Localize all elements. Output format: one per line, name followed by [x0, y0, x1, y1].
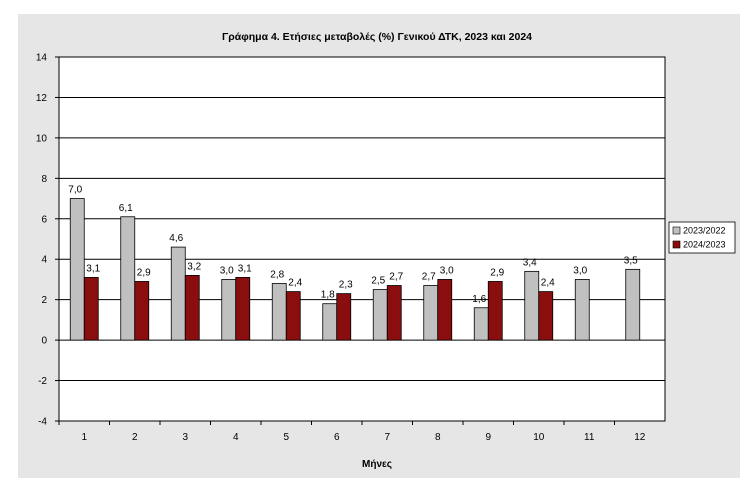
data-label: 2,3 — [339, 280, 353, 291]
legend-label-2024-2023: 2024/2023 — [683, 240, 726, 250]
bar-2024-2023-month-8 — [437, 279, 453, 341]
bar-2023-2022-month-6 — [322, 303, 338, 341]
data-label: 3,1 — [86, 263, 100, 274]
legend-swatch-2024-2023 — [672, 240, 681, 249]
data-label: 3,0 — [440, 265, 454, 276]
data-label: 6,1 — [119, 203, 133, 214]
bar-2023-2022-month-8 — [423, 285, 439, 341]
bar-2024-2023-month-5 — [285, 291, 301, 341]
x-tick-label: 12 — [634, 432, 646, 443]
data-label: 2,7 — [422, 272, 436, 283]
data-label: 2,9 — [490, 267, 504, 278]
plot-area — [58, 56, 666, 422]
data-label: 2,8 — [270, 269, 284, 280]
gridlines — [59, 56, 665, 422]
data-label: 1,6 — [472, 294, 486, 305]
y-tick-label: 0 — [41, 336, 47, 347]
y-tick-label: 4 — [41, 255, 47, 266]
bar-2023-2022-month-11 — [574, 279, 590, 341]
x-tick-label: 10 — [533, 432, 545, 443]
bar-2024-2023-month-6 — [336, 293, 352, 341]
data-label: 3,4 — [523, 257, 537, 268]
data-label: 2,4 — [288, 278, 302, 289]
data-label: 3,2 — [187, 261, 201, 272]
y-tick-label: 14 — [36, 53, 48, 64]
x-tick-label: 7 — [384, 432, 390, 443]
x-tick-label: 11 — [584, 432, 595, 443]
bar-2023-2022-month-3 — [170, 246, 186, 341]
bar-2023-2022-month-9 — [473, 307, 489, 341]
chart-title: Γράφημα 4. Ετήσιες μεταβολές (%) Γενικού… — [222, 31, 532, 43]
x-tick-label: 8 — [435, 432, 441, 443]
bar-2023-2022-month-2 — [120, 216, 136, 341]
bar-2024-2023-month-2 — [134, 281, 150, 341]
data-label: 2,4 — [541, 278, 555, 289]
x-tick-label: 3 — [182, 432, 188, 443]
bar-2024-2023-month-1 — [83, 277, 99, 341]
bar-2023-2022-month-7 — [372, 289, 388, 341]
y-tick-label: 12 — [36, 93, 48, 104]
bar-2023-2022-month-10 — [524, 270, 540, 341]
data-label: 3,0 — [573, 265, 587, 276]
data-label: 1,8 — [321, 290, 335, 301]
x-tick-label: 1 — [81, 432, 87, 443]
y-tick-label: 6 — [41, 214, 47, 225]
x-tick-label: 9 — [485, 432, 491, 443]
x-tick-label: 5 — [283, 432, 289, 443]
bar-2024-2023-month-10 — [538, 291, 554, 341]
x-tick-label: 4 — [233, 432, 239, 443]
x-tick-label: 6 — [334, 432, 340, 443]
data-label: 2,9 — [137, 267, 151, 278]
legend: 2023/2022 2024/2023 — [668, 221, 736, 254]
x-axis-tick-labels: 1 2 3 4 5 6 7 8 9 10 11 12 — [58, 421, 646, 443]
data-labels: 7,0 3,1 6,1 2,9 4,6 3,2 3,0 3,1 2,8 2,4 1,8 2,3 2,5 2… — [68, 185, 638, 305]
data-label: 3,5 — [624, 255, 638, 266]
y-axis-tick-labels: -4 -2 0 2 4 6 8 10 12 14 — [36, 53, 59, 428]
bar-2023-2022-month-1 — [69, 198, 85, 341]
y-tick-label: 10 — [36, 133, 48, 144]
bar-2023-2022-month-4 — [221, 279, 237, 341]
bar-2023-2022-month-5 — [271, 283, 287, 341]
legend-swatch-2023-2022 — [672, 226, 681, 235]
bar-2024-2023-month-7 — [386, 285, 402, 341]
legend-label-2023-2022: 2023/2022 — [683, 226, 726, 236]
data-label: 2,7 — [389, 272, 403, 283]
data-label: 7,0 — [68, 185, 82, 196]
data-label: 2,5 — [371, 276, 385, 287]
y-tick-label: 2 — [41, 295, 47, 306]
data-label: 3,0 — [220, 265, 234, 276]
x-axis-title: Μήνες — [362, 459, 392, 470]
data-label: 4,6 — [169, 233, 183, 244]
bar-2024-2023-month-3 — [184, 274, 200, 341]
bar-2024-2023-month-4 — [235, 277, 251, 341]
y-tick-label: 8 — [41, 174, 47, 185]
y-tick-label: -4 — [38, 417, 47, 428]
bars — [69, 198, 641, 341]
y-tick-label: -2 — [38, 376, 47, 387]
bar-2024-2023-month-9 — [487, 281, 503, 341]
x-tick-label: 2 — [132, 432, 138, 443]
bar-2023-2022-month-12 — [625, 268, 641, 341]
data-label: 3,1 — [238, 263, 252, 274]
